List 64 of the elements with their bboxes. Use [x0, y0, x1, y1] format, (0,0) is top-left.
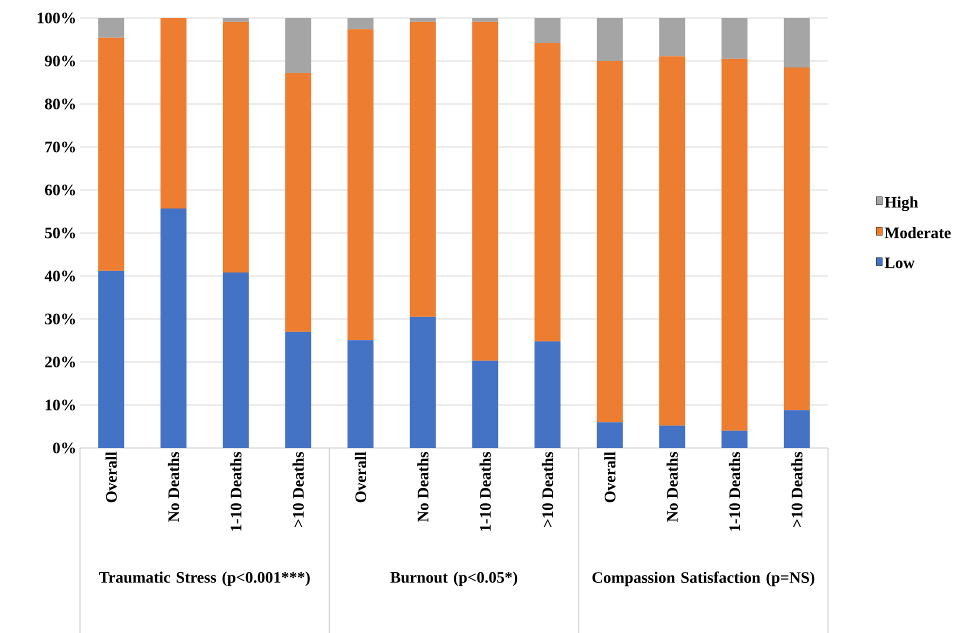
legend-label: High: [884, 196, 918, 212]
bar: [722, 430, 748, 448]
y-tick-label: 70%: [45, 142, 75, 152]
x-tick-label: No Deaths: [168, 452, 180, 522]
x-tick-label: >10 Deaths: [292, 452, 304, 527]
x-tick-label: Overall: [604, 452, 616, 502]
text: Burnout (p<0.05*): [390, 572, 518, 586]
bar: [596, 18, 623, 61]
legend-label: Low: [884, 258, 915, 268]
bar: [98, 270, 124, 448]
y-tick-label: 40%: [44, 270, 75, 282]
x-tick-label: 1-10 Deaths: [480, 452, 491, 531]
bar: [472, 360, 498, 448]
bar: [722, 18, 748, 59]
x-tick-label: >10 Deaths: [542, 452, 554, 527]
x-tick-label: 1-10 Deaths: [230, 452, 242, 531]
bar: [222, 272, 249, 448]
text: Traumatic Stress (p<0.001***): [99, 572, 310, 586]
y-tick-label: 90%: [44, 56, 75, 66]
bar: [596, 61, 623, 422]
bar: [285, 332, 312, 448]
y-tick-label: 50%: [45, 228, 75, 238]
bar: [160, 18, 187, 208]
bar: [784, 18, 810, 68]
bar: [410, 316, 436, 448]
bar: [348, 29, 374, 340]
x-tick-label: Overall: [106, 452, 117, 502]
y-tick-label: 30%: [45, 314, 75, 324]
bar: [722, 58, 748, 431]
y-tick-label: 80%: [45, 98, 75, 110]
bar: [659, 426, 686, 448]
y-tick-label: 10%: [46, 400, 75, 410]
y-tick-label: 20%: [45, 356, 75, 368]
bar: [784, 67, 810, 410]
x-tick-label: >10 Deaths: [791, 452, 802, 527]
y-tick-label: 100%: [38, 12, 75, 24]
bar: [659, 56, 686, 426]
bar: [410, 18, 436, 22]
bar: [596, 422, 623, 448]
y-tick-label: 0%: [53, 442, 75, 454]
bar: [222, 22, 249, 273]
bar: [472, 22, 498, 361]
bar: [348, 18, 374, 30]
bar: [98, 38, 124, 271]
x-tick-label: No Deaths: [417, 452, 428, 522]
bar: [472, 18, 498, 22]
text: Compassion Satisfaction (p=NS): [592, 572, 814, 586]
bar: [534, 42, 561, 342]
bar: [285, 18, 312, 74]
x-tick-label: 1-10 Deaths: [728, 452, 740, 531]
bar: [534, 18, 561, 43]
x-tick-label: No Deaths: [666, 452, 678, 522]
bar: [784, 410, 810, 448]
y-tick-label: 60%: [45, 184, 75, 196]
bar: [348, 340, 374, 448]
bar: [659, 18, 686, 56]
bar: [410, 22, 436, 317]
x-tick-label: Overall: [354, 452, 366, 502]
bar: [222, 18, 249, 22]
bar: [285, 73, 312, 332]
bar: [534, 341, 561, 448]
bar: [98, 18, 124, 38]
legend-label: Moderate: [884, 227, 951, 238]
bar: [160, 208, 187, 448]
